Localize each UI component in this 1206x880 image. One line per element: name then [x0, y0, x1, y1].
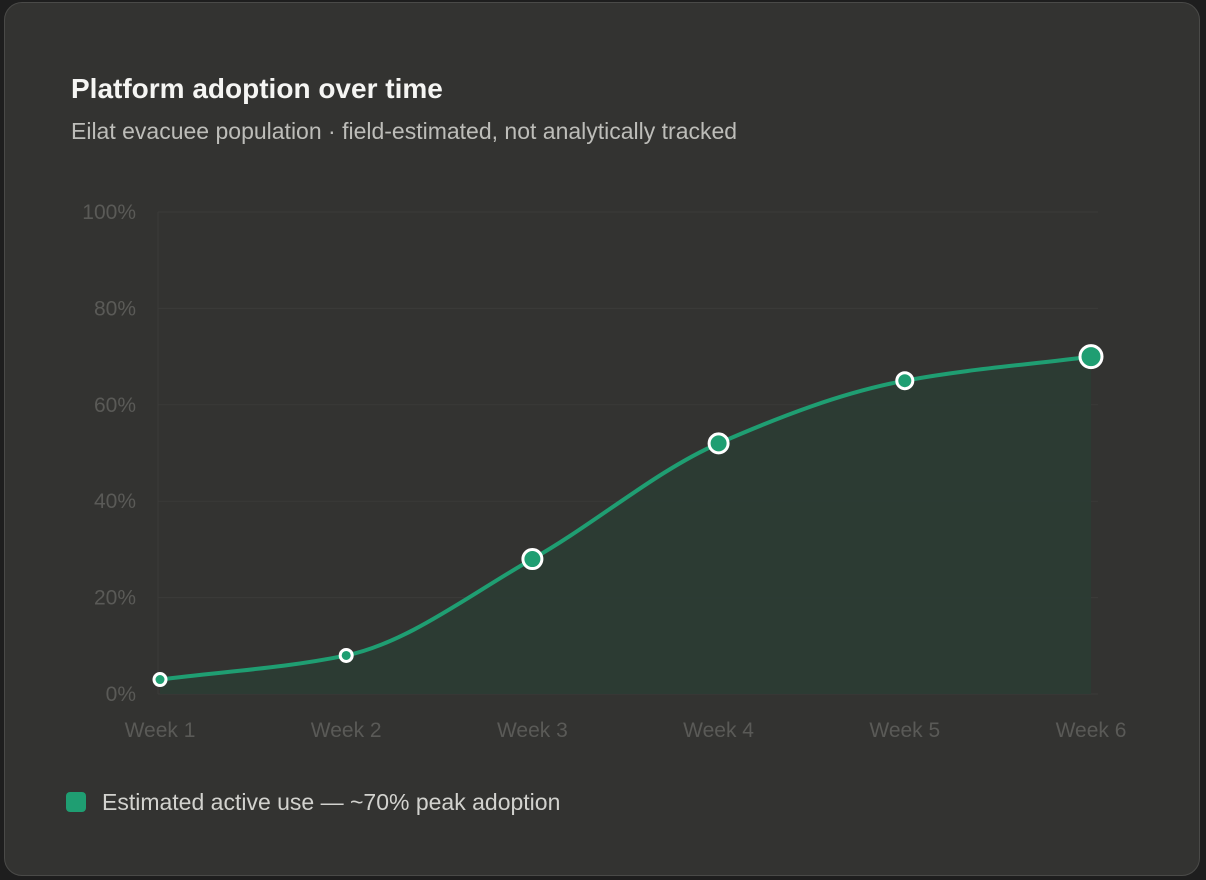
x-tick-label: Week 3	[497, 719, 568, 742]
data-point[interactable]	[521, 548, 544, 571]
x-tick-label: Week 5	[869, 719, 940, 742]
data-point[interactable]	[895, 371, 915, 391]
y-tick-label: 100%	[82, 201, 136, 224]
series-line	[158, 354, 1093, 682]
y-tick-label: 40%	[94, 490, 136, 513]
legend-swatch	[66, 792, 86, 812]
area-layer	[160, 356, 1091, 694]
data-points	[152, 344, 1104, 688]
data-point[interactable]	[338, 647, 354, 663]
chart-title: Platform adoption over time	[71, 73, 443, 104]
data-point[interactable]	[152, 672, 168, 688]
x-tick-label: Week 1	[125, 719, 196, 742]
data-point[interactable]	[707, 432, 730, 455]
x-axis-ticks: Week 1 Week 2 Week 3 Week 4 Week 5 Week 6	[125, 719, 1127, 742]
line-layer	[158, 354, 1093, 682]
data-point[interactable]	[1078, 344, 1104, 370]
series-area	[160, 356, 1091, 694]
y-tick-label: 20%	[94, 587, 136, 610]
y-tick-label: 80%	[94, 297, 136, 320]
y-tick-label: 60%	[94, 394, 136, 417]
x-tick-label: Week 2	[311, 719, 382, 742]
y-axis-ticks: 0% 20% 40% 60% 80% 100%	[82, 201, 136, 706]
chart-legend: Estimated active use — ~70% peak adoptio…	[66, 785, 560, 819]
legend-label: Estimated active use — ~70% peak adoptio…	[102, 788, 561, 815]
x-tick-label: Week 6	[1056, 719, 1127, 742]
chart-subtitle: Eilat evacuee population · field-estimat…	[71, 118, 738, 144]
y-tick-label: 0%	[106, 683, 136, 706]
x-tick-label: Week 4	[683, 719, 754, 742]
